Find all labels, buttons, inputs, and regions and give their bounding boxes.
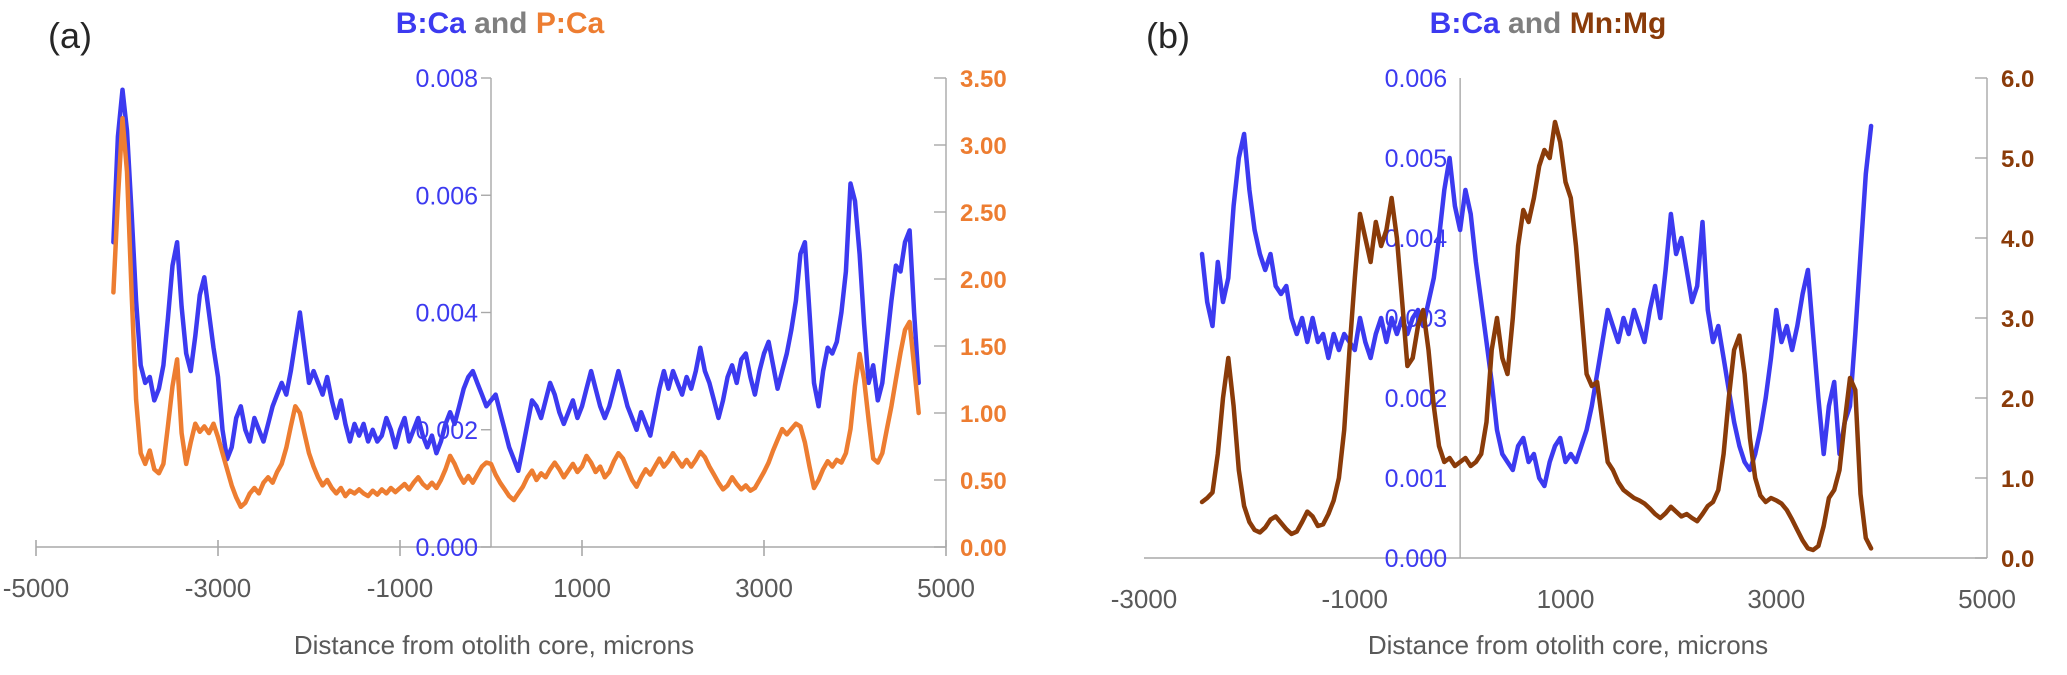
x-tick-label: -5000 <box>3 573 70 603</box>
left-tick-label: 0.008 <box>415 65 478 93</box>
series-line-p-ca <box>111 115 921 510</box>
left-tick-label: 0.004 <box>415 300 478 328</box>
x-axis-title-a: Distance from otolith core, microns <box>293 630 695 660</box>
x-tick-label: -3000 <box>185 573 252 603</box>
right-tick-label: 6.0 <box>2001 66 2034 93</box>
left-tick-label: 0.000 <box>1385 545 1448 573</box>
right-tick-label: 1.50 <box>960 334 1007 361</box>
chart-title-b: B:Ca and Mn:Mg <box>1430 6 1667 42</box>
right-tick-label: 1.0 <box>2001 466 2034 493</box>
right-tick-label: 0.0 <box>2001 546 2034 573</box>
x-tick-label: -1000 <box>1322 584 1389 614</box>
chart-title-a: B:Ca and P:Ca <box>396 6 604 42</box>
right-tick-label: 5.0 <box>2001 146 2034 173</box>
right-tick-label: 2.0 <box>2001 386 2034 413</box>
left-tick-label: 0.001 <box>1385 465 1448 493</box>
title-series1-label-a: B:Ca <box>395 7 466 40</box>
x-tick-label: 3000 <box>1747 584 1805 614</box>
x-tick-label: -3000 <box>1111 584 1178 614</box>
title-series2-label-b: Mn:Mg <box>1569 7 1667 40</box>
left-tick-label: 0.002 <box>1385 385 1448 413</box>
right-tick-label: 3.50 <box>960 66 1007 93</box>
right-tick-label: 0.50 <box>960 468 1007 495</box>
title-connector-b: and <box>1499 7 1570 40</box>
panel-label-b: (b) <box>1146 15 1190 56</box>
x-tick-label: 1000 <box>1537 584 1595 614</box>
x-tick-label: 5000 <box>917 573 975 603</box>
title-series2-label-a: P:Ca <box>535 7 605 40</box>
right-tick-label: 3.00 <box>960 133 1007 160</box>
series-line-mn-mg <box>1199 119 1874 553</box>
right-tick-label: 0.00 <box>960 535 1007 562</box>
right-tick-label: 2.00 <box>960 267 1007 294</box>
x-tick-label: 3000 <box>735 573 793 603</box>
right-tick-label: 2.50 <box>960 200 1007 227</box>
right-tick-label: 4.0 <box>2001 226 2034 253</box>
x-tick-label: -1000 <box>367 573 434 603</box>
x-axis-title-b: Distance from otolith core, microns <box>1367 630 1769 660</box>
title-connector-a: and <box>465 7 536 40</box>
left-tick-label: 0.006 <box>415 182 478 210</box>
right-tick-label: 1.00 <box>960 401 1007 428</box>
panel-label-a: (a) <box>48 15 92 56</box>
x-tick-label: 1000 <box>553 573 611 603</box>
title-series1-label-b: B:Ca <box>1429 7 1500 40</box>
x-tick-label: 5000 <box>1958 584 2016 614</box>
left-tick-label: 0.000 <box>415 534 478 562</box>
right-tick-label: 3.0 <box>2001 306 2034 333</box>
series-line-b-ca <box>111 87 921 474</box>
series-line-b-ca <box>1199 123 1874 489</box>
left-tick-label: 0.006 <box>1385 65 1448 93</box>
left-tick-label: 0.005 <box>1385 145 1448 173</box>
